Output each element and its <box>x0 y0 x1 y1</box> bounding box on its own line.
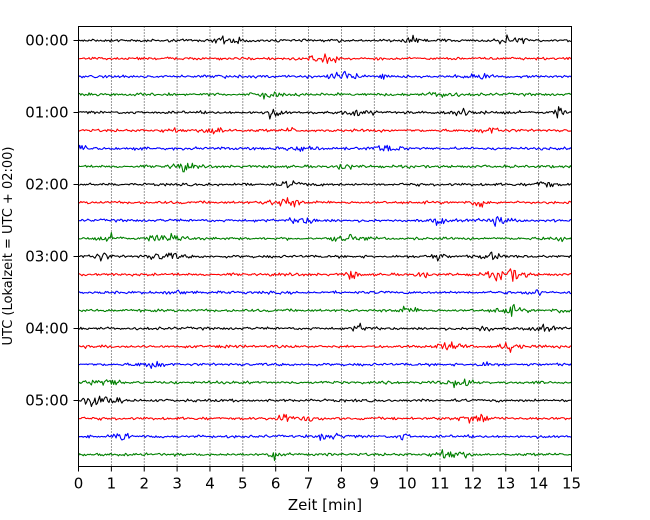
x-tick-label-4: 4 <box>205 475 215 493</box>
trace-17 <box>78 341 572 353</box>
seismic-traces <box>77 34 572 462</box>
x-tick-label-15: 15 <box>562 475 581 493</box>
trace-6 <box>77 144 572 152</box>
y-axis-label: UTC (Lokalzeit = UTC + 02:00) <box>1 147 16 346</box>
x-tick-label-8: 8 <box>337 475 347 493</box>
trace-2 <box>78 70 572 80</box>
trace-12 <box>78 251 572 262</box>
trace-18 <box>78 360 572 369</box>
x-tick-label-10: 10 <box>398 475 417 493</box>
x-tick-label-13: 13 <box>496 475 515 493</box>
x-tick-label-6: 6 <box>271 475 281 493</box>
trace-0 <box>78 34 572 45</box>
x-tick-label-7: 7 <box>304 475 314 493</box>
y-tick-label-02:00: 02:00 <box>25 176 68 194</box>
x-tick-label-3: 3 <box>172 475 182 493</box>
trace-4 <box>78 106 572 120</box>
x-tick-label-2: 2 <box>139 475 149 493</box>
trace-15 <box>78 303 572 317</box>
x-tick-label-0: 0 <box>74 475 84 493</box>
x-tick-label-11: 11 <box>430 475 449 493</box>
trace-11 <box>78 232 572 243</box>
y-tick-label-00:00: 00:00 <box>25 32 68 50</box>
y-tick-label-04:00: 04:00 <box>25 320 68 338</box>
vertical-gridlines <box>110 26 540 467</box>
trace-5 <box>78 126 572 135</box>
trace-1 <box>78 53 572 64</box>
y-tick-label-05:00: 05:00 <box>25 392 68 410</box>
x-tick-label-12: 12 <box>463 475 482 493</box>
x-tick-label-14: 14 <box>529 475 548 493</box>
trace-14 <box>78 289 572 296</box>
trace-22 <box>78 432 572 441</box>
plot-frame <box>78 26 572 467</box>
x-axis-label: Zeit [min] <box>288 496 362 514</box>
trace-16 <box>78 322 572 332</box>
trace-10 <box>78 216 572 227</box>
trace-23 <box>78 449 572 462</box>
y-tick-label-03:00: 03:00 <box>25 248 68 266</box>
trace-13 <box>78 268 572 282</box>
trace-19 <box>78 378 572 389</box>
trace-21 <box>78 413 572 424</box>
trace-9 <box>78 197 572 208</box>
trace-20 <box>78 395 572 408</box>
trace-7 <box>78 162 572 173</box>
x-tick-label-5: 5 <box>238 475 248 493</box>
trace-8 <box>78 180 572 189</box>
x-tick-label-9: 9 <box>370 475 380 493</box>
x-axis-ticks: 0 1 2 3 4 5 6 7 8 9 10 11 12 13 14 15 <box>74 466 581 493</box>
x-tick-label-1: 1 <box>107 475 117 493</box>
y-axis-ticks: 00:00 01:00 02:00 03:00 04:00 05:00 <box>25 32 79 410</box>
trace-3 <box>78 91 572 100</box>
y-tick-label-01:00: 01:00 <box>25 104 68 122</box>
